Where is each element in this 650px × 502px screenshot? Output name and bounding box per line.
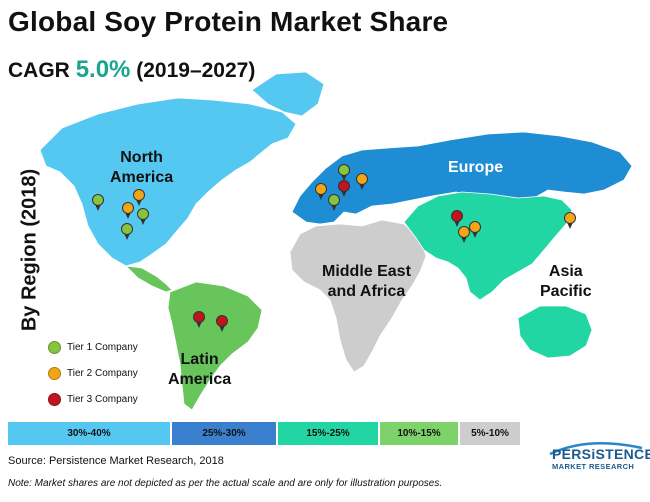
company-pin-tier-1-icon[interactable]	[92, 194, 104, 212]
persistence-logo: PERSiSTENCE MARKET RESEARCH	[548, 440, 650, 474]
company-pin-tier-3-icon[interactable]	[193, 311, 205, 329]
region-label-line: North	[120, 149, 163, 166]
company-pin-tier-3-icon[interactable]	[216, 315, 228, 333]
tier-2-dot-icon	[48, 366, 61, 380]
world-map	[39, 71, 633, 411]
cagr-prefix: CAGR	[8, 59, 70, 82]
region-north-america[interactable]	[39, 97, 297, 267]
tier-3-dot-icon	[48, 392, 61, 406]
region-label-north-america: North America	[110, 148, 173, 188]
region-central-america	[124, 265, 173, 293]
region-greenland	[251, 71, 325, 117]
scale-segment: 5%-10%	[460, 422, 522, 445]
tier-legend: Tier 1 Company Tier 2 Company Tier 3 Com…	[48, 334, 138, 412]
scale-segment: 30%-40%	[8, 422, 172, 445]
logo-brand: PERSiSTENCE	[552, 446, 650, 462]
region-label-line: and Africa	[327, 283, 406, 300]
company-pin-tier-2-icon[interactable]	[133, 189, 145, 207]
region-australia	[517, 305, 593, 359]
company-pin-tier-1-icon[interactable]	[121, 223, 133, 241]
page-title: Global Soy Protein Market Share	[8, 6, 449, 37]
company-pin-tier-2-icon[interactable]	[469, 221, 481, 239]
company-pin-tier-2-icon[interactable]	[564, 212, 576, 230]
logo-subtitle: MARKET RESEARCH	[552, 462, 635, 471]
legend-label: Tier 2 Company	[67, 367, 138, 379]
region-label-line: Asia	[548, 263, 583, 280]
logo-swoosh-icon	[549, 441, 643, 456]
company-pin-tier-1-icon[interactable]	[338, 164, 350, 182]
region-label-line: America	[168, 371, 232, 388]
company-pin-tier-3-icon[interactable]	[338, 180, 350, 198]
region-label-asia-pacific: Asia Pacific	[540, 262, 592, 302]
legend-item-tier-3: Tier 3 Company	[48, 386, 138, 412]
company-pin-tier-2-icon[interactable]	[458, 226, 470, 244]
scale-segment: 25%-30%	[172, 422, 278, 445]
region-latin-america[interactable]	[167, 281, 263, 411]
company-pin-tier-2-icon[interactable]	[356, 173, 368, 191]
region-label-middle-east-africa: Middle East and Africa	[322, 262, 411, 302]
cagr-value: 5.0%	[75, 56, 131, 83]
note-text: Note: Market shares are not depicted as …	[8, 478, 443, 489]
market-share-scale-bar: 30%-40% 25%-30% 15%-25% 10%-15% 5%-10%	[8, 422, 522, 445]
region-label-line: Pacific	[540, 283, 592, 300]
legend-label: Tier 3 Company	[67, 393, 138, 405]
region-asia-pacific[interactable]	[403, 191, 573, 301]
legend-label: Tier 1 Company	[67, 341, 138, 353]
legend-item-tier-2: Tier 2 Company	[48, 360, 138, 386]
region-label-line: America	[110, 169, 174, 186]
tier-1-dot-icon	[48, 340, 61, 354]
company-pin-tier-3-icon[interactable]	[451, 210, 463, 228]
company-pin-tier-2-icon[interactable]	[315, 183, 327, 201]
company-pin-tier-1-icon[interactable]	[137, 208, 149, 226]
cagr-line: CAGR 5.0% (2019–2027)	[8, 56, 255, 84]
region-label-latin-america: Latin America	[168, 350, 231, 390]
company-pin-tier-1-icon[interactable]	[328, 194, 340, 212]
scale-segment: 10%-15%	[380, 422, 460, 445]
region-middle-east-africa[interactable]	[289, 219, 427, 373]
scale-segment: 15%-25%	[278, 422, 380, 445]
cagr-period: (2019–2027)	[136, 59, 256, 82]
region-label-europe: Europe	[448, 158, 503, 178]
region-label-line: Latin	[180, 351, 219, 368]
legend-item-tier-1: Tier 1 Company	[48, 334, 138, 360]
region-label-line: Middle East	[322, 263, 411, 280]
region-label-line: Europe	[448, 159, 504, 176]
company-pin-tier-2-icon[interactable]	[122, 202, 134, 220]
region-europe[interactable]	[291, 131, 633, 225]
source-text: Source: Persistence Market Research, 201…	[8, 455, 224, 467]
